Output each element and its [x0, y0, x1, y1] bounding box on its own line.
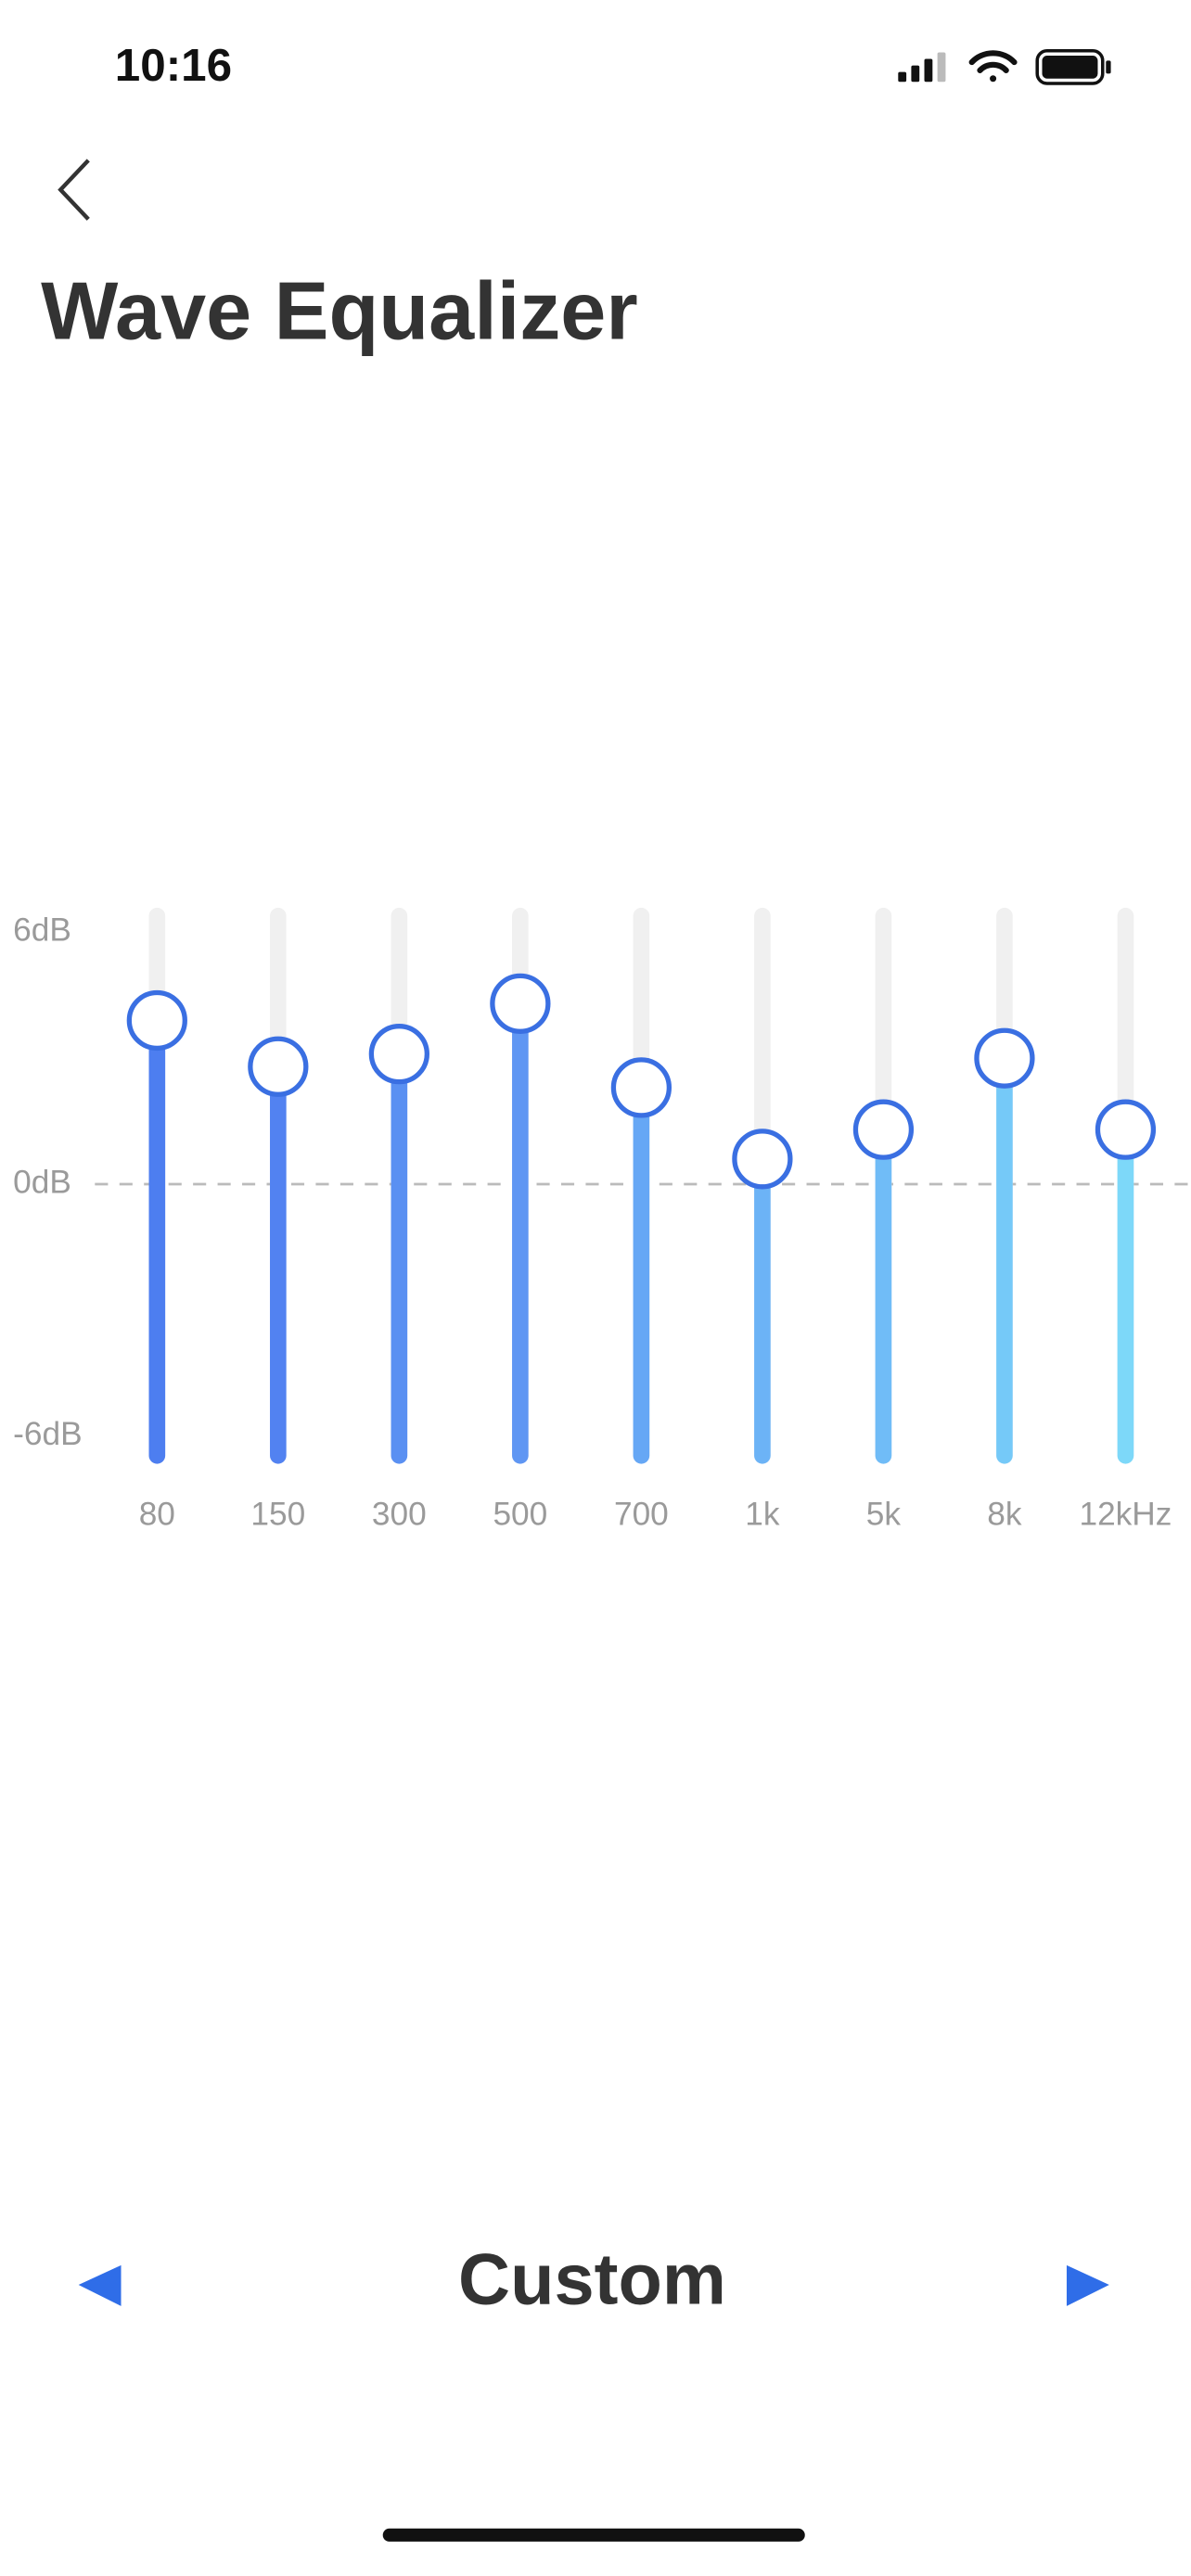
slider-knob[interactable] [610, 1057, 672, 1118]
slider-knob[interactable] [248, 1036, 309, 1097]
y-tick-label: 0dB [13, 1164, 71, 1200]
x-tick-label: 1k [745, 1496, 780, 1532]
wifi-icon [968, 50, 1018, 83]
x-tick-label: 700 [614, 1496, 669, 1532]
equalizer: 6dB 0dB -6dB 80 150 300 500 700 1k 5k 8k 12kHz [13, 907, 1191, 1532]
slider-knob[interactable] [368, 1024, 429, 1085]
next-preset[interactable] [1066, 2264, 1109, 2306]
x-tick-label: 80 [139, 1496, 175, 1532]
page-title: Wave Equalizer [41, 265, 638, 357]
previous-preset[interactable] [78, 2264, 122, 2306]
slider-knob[interactable] [732, 1129, 793, 1190]
x-tick-label: 8k [987, 1496, 1022, 1532]
x-tick-label: 300 [372, 1496, 427, 1532]
y-tick-label: 6dB [13, 912, 71, 949]
slider-knob[interactable] [1095, 1099, 1157, 1160]
home-indicator [382, 2528, 805, 2542]
slider-knob[interactable] [852, 1099, 915, 1160]
back-button[interactable] [58, 159, 90, 221]
x-tick-label: 5k [866, 1496, 902, 1532]
slider-knob[interactable] [490, 973, 551, 1034]
y-tick-label: -6dB [13, 1416, 83, 1452]
x-tick-label: 12kHz [1079, 1496, 1172, 1532]
signal-icon [898, 52, 946, 83]
slider-knob[interactable] [126, 989, 187, 1052]
preset-name: Custom [458, 2239, 726, 2319]
status-time: 10:16 [115, 40, 232, 91]
x-tick-label: 150 [250, 1496, 305, 1532]
battery-icon [1035, 48, 1111, 85]
slider-knob[interactable] [974, 1027, 1035, 1089]
x-tick-label: 500 [493, 1496, 547, 1532]
